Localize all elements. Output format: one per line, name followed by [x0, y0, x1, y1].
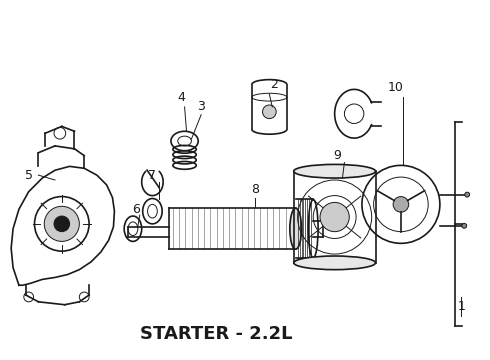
Ellipse shape: [290, 208, 301, 249]
Text: 7: 7: [148, 168, 156, 182]
Text: 4: 4: [178, 91, 186, 104]
Circle shape: [320, 202, 349, 231]
Text: 6: 6: [132, 203, 140, 216]
Text: 1: 1: [457, 300, 465, 313]
Ellipse shape: [294, 256, 375, 270]
Circle shape: [393, 197, 409, 212]
Ellipse shape: [294, 165, 375, 178]
Text: 9: 9: [334, 149, 342, 162]
Circle shape: [462, 223, 466, 228]
Text: STARTER - 2.2L: STARTER - 2.2L: [140, 325, 292, 343]
Text: 5: 5: [24, 168, 33, 182]
Text: 8: 8: [251, 183, 259, 196]
Circle shape: [44, 206, 79, 242]
Circle shape: [54, 216, 70, 231]
Circle shape: [263, 105, 276, 118]
Text: 10: 10: [388, 81, 404, 94]
Circle shape: [465, 192, 469, 197]
Text: 3: 3: [197, 100, 205, 113]
Text: 2: 2: [270, 78, 278, 91]
